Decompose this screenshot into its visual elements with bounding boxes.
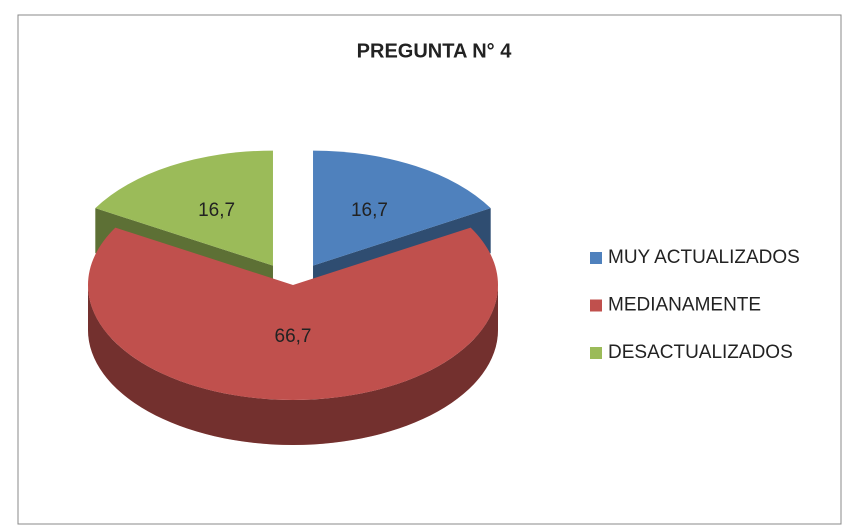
slice bbox=[95, 150, 273, 266]
slice-side bbox=[88, 285, 498, 445]
legend-swatch bbox=[590, 252, 602, 264]
data-label: 16,7 bbox=[198, 200, 235, 221]
data-label: 66,7 bbox=[275, 326, 312, 347]
slice bbox=[87, 227, 499, 400]
chart-title: PREGUNTA N° 4 bbox=[357, 40, 513, 62]
legend-swatch bbox=[590, 299, 602, 312]
data-label: 16,7 bbox=[351, 200, 388, 221]
legend-label: DESACTUALIZADOS bbox=[608, 342, 793, 363]
legend-swatch bbox=[590, 347, 602, 359]
slice bbox=[313, 150, 491, 266]
legend-label: MEDIANAMENTE bbox=[608, 295, 761, 316]
legend-label: MUY ACTUALIZADOS bbox=[608, 247, 800, 268]
slice-side-shade bbox=[88, 285, 498, 445]
